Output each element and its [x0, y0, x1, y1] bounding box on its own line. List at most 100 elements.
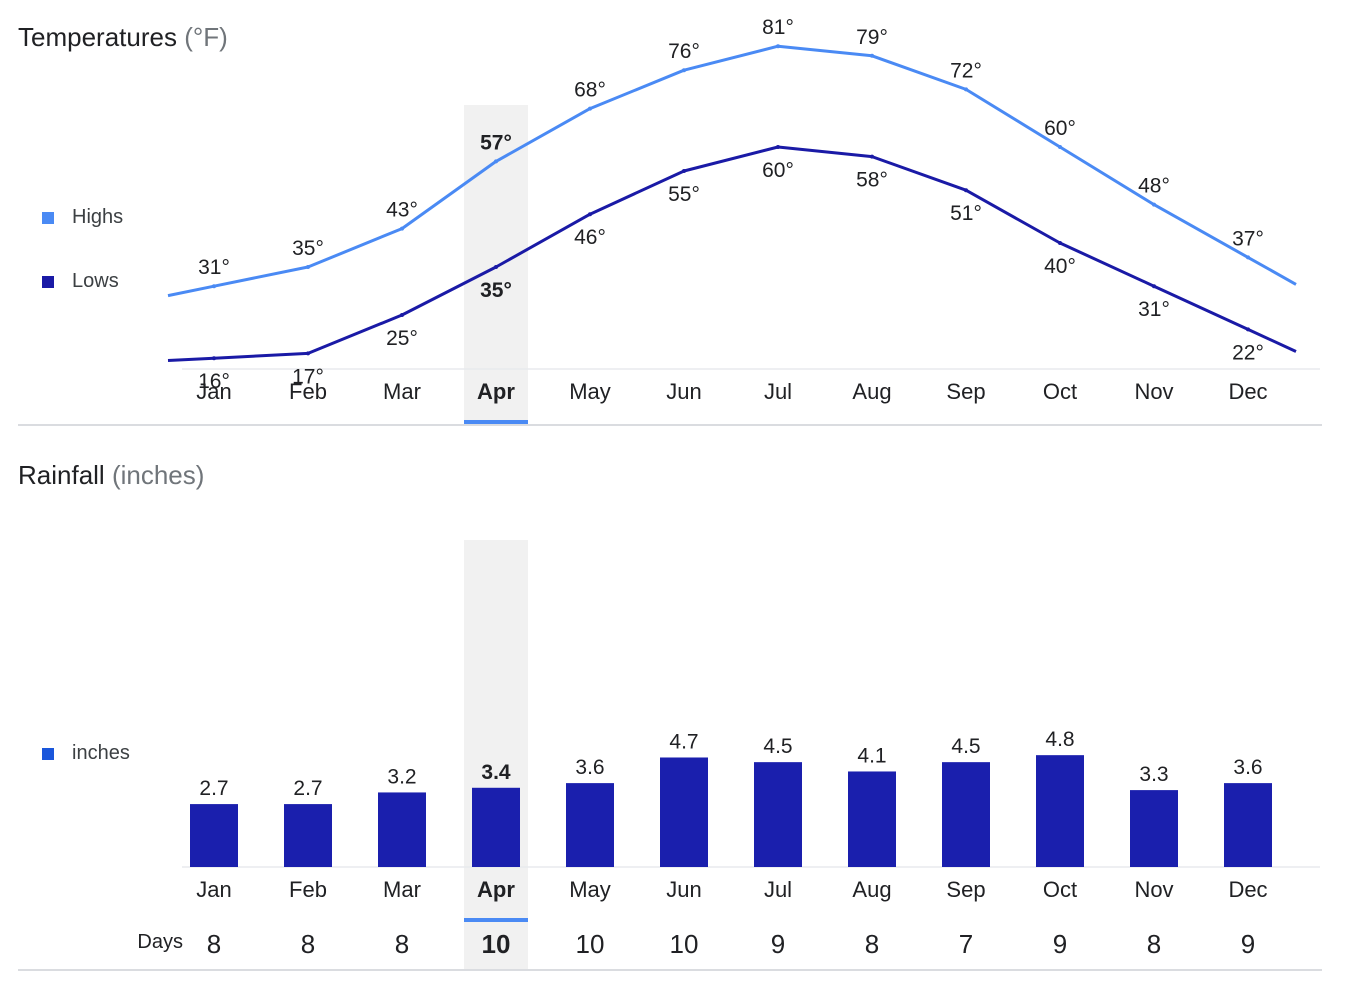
rainfall-divider — [18, 969, 1322, 971]
rainfall-value-label-dec: 3.6 — [1233, 756, 1262, 779]
lows-label-dec: 22° — [1232, 341, 1264, 364]
legend-highs-swatch — [42, 211, 54, 224]
rainfall-month-label-sep: Sep — [946, 877, 985, 902]
lows-label-aug: 58° — [856, 169, 888, 192]
highs-point-sep — [964, 87, 968, 92]
lows-label-sep: 51° — [950, 202, 982, 225]
highs-label-dec: 37° — [1232, 227, 1264, 250]
rainfall-title-text: Rainfall — [18, 460, 105, 490]
lows-point-jul — [776, 145, 780, 149]
rainfall-bar-dec — [1224, 783, 1272, 867]
rainfall-bar-sep — [942, 762, 990, 867]
legend-inches: inches — [42, 742, 130, 765]
highs-label-apr: 57° — [480, 131, 512, 154]
rainfall-month-label-jul: Jul — [764, 877, 792, 902]
highs-point-jun — [682, 68, 686, 73]
rainfall-value-label-jun: 4.7 — [669, 730, 698, 753]
rainfall-month-label-may: May — [569, 877, 611, 902]
temperature-month-label-mar: Mar — [383, 379, 421, 404]
lows-label-jan: 16° — [198, 370, 230, 393]
highs-label-feb: 35° — [292, 237, 324, 260]
rainfall-value-label-mar: 3.2 — [387, 765, 416, 788]
highs-label-may: 68° — [574, 79, 606, 102]
rainfall-title: Rainfall (inches) — [18, 460, 204, 491]
lows-point-apr — [494, 265, 498, 269]
rain-days-value-sep: 7 — [959, 929, 973, 959]
highs-label-mar: 43° — [386, 199, 418, 222]
highs-label-jul: 81° — [762, 16, 794, 39]
rainfall-bar-jan — [190, 804, 238, 867]
temperature-month-label-jan: Jan — [196, 379, 231, 404]
rain-days-value-aug: 8 — [865, 929, 879, 959]
temperature-month-label-feb: Feb — [289, 379, 327, 404]
highs-point-feb — [306, 265, 310, 269]
rainfall-month-label-apr: Apr — [477, 877, 515, 902]
highs-point-apr — [494, 159, 498, 164]
rainfall-value-label-may: 3.6 — [575, 756, 604, 779]
highs-label-jun: 76° — [668, 40, 700, 63]
highs-label-jan: 31° — [198, 256, 230, 279]
lows-point-jun — [682, 169, 686, 173]
temperature-month-label-jul: Jul — [764, 379, 792, 404]
rainfall-bar-feb — [284, 804, 332, 867]
rainfall-value-label-feb: 2.7 — [293, 777, 322, 800]
rainfall-value-label-apr: 3.4 — [481, 761, 511, 784]
rainfall-bar-mar — [378, 792, 426, 867]
rain-days-value-feb: 8 — [301, 929, 315, 959]
lows-point-aug — [870, 154, 874, 159]
lows-line — [167, 145, 1297, 362]
lows-label-nov: 31° — [1138, 298, 1170, 321]
temperature-month-label-sep: Sep — [946, 379, 985, 404]
lows-point-mar — [400, 313, 404, 317]
lows-label-jun: 55° — [668, 183, 700, 206]
selected-month-indicator-rainfall — [464, 918, 528, 922]
temperature-month-label-dec: Dec — [1228, 379, 1267, 404]
rainfall-bar-apr — [472, 787, 520, 867]
rain-days-value-may: 10 — [576, 929, 605, 959]
selected-month-band-rainfall — [464, 540, 528, 969]
rainfall-month-label-aug: Aug — [852, 877, 891, 902]
rainfall-bar-jul — [754, 762, 802, 867]
rainfall-value-label-jul: 4.5 — [763, 735, 792, 758]
rainfall-bar-may — [566, 783, 614, 867]
rainfall-value-label-sep: 4.5 — [951, 735, 980, 758]
rainfall-bar-nov — [1130, 790, 1178, 867]
lows-point-dec — [1246, 327, 1250, 332]
rainfall-month-label-jun: Jun — [666, 877, 701, 902]
lows-label-feb: 17° — [292, 365, 324, 388]
rainfall-unit: (inches) — [111, 460, 205, 490]
temperature-month-label-may: May — [569, 379, 611, 404]
temperature-month-label-aug: Aug — [852, 379, 891, 404]
legend-inches-label: inches — [72, 742, 130, 764]
temperature-month-label-jun: Jun — [666, 379, 701, 404]
rainfall-value-label-aug: 4.1 — [857, 744, 886, 767]
highs-point-jul — [776, 44, 780, 49]
rainfall-bar-aug — [848, 771, 896, 867]
legend-lows: Lows — [42, 270, 119, 293]
rain-days-value-jul: 9 — [771, 929, 785, 959]
rainfall-month-label-feb: Feb — [289, 877, 327, 902]
days-label: Days — [137, 931, 183, 953]
rain-days-value-jan: 8 — [207, 929, 221, 959]
highs-label-nov: 48° — [1138, 175, 1170, 198]
highs-point-may — [588, 106, 592, 111]
lows-point-oct — [1058, 241, 1062, 245]
lows-point-sep — [964, 188, 968, 193]
selected-month-band — [464, 105, 528, 423]
rainfall-month-label-oct: Oct — [1043, 877, 1077, 902]
rain-days-value-jun: 10 — [670, 929, 699, 959]
rain-days-value-nov: 8 — [1147, 929, 1161, 959]
temperature-month-label-nov: Nov — [1134, 379, 1173, 404]
legend-inches-swatch — [42, 747, 54, 760]
highs-label-sep: 72° — [950, 59, 982, 82]
lows-label-oct: 40° — [1044, 255, 1076, 278]
rainfall-value-label-nov: 3.3 — [1139, 763, 1168, 786]
temperatures-title-text: Temperatures — [18, 22, 177, 52]
highs-line — [167, 44, 1297, 298]
lows-point-may — [588, 212, 592, 217]
rain-days-value-dec: 9 — [1241, 929, 1255, 959]
temperatures-title: Temperatures (°F) — [18, 22, 228, 53]
rainfall-value-label-jan: 2.7 — [199, 777, 228, 800]
legend-lows-label: Lows — [72, 270, 119, 292]
rainfall-bar-oct — [1036, 755, 1084, 867]
